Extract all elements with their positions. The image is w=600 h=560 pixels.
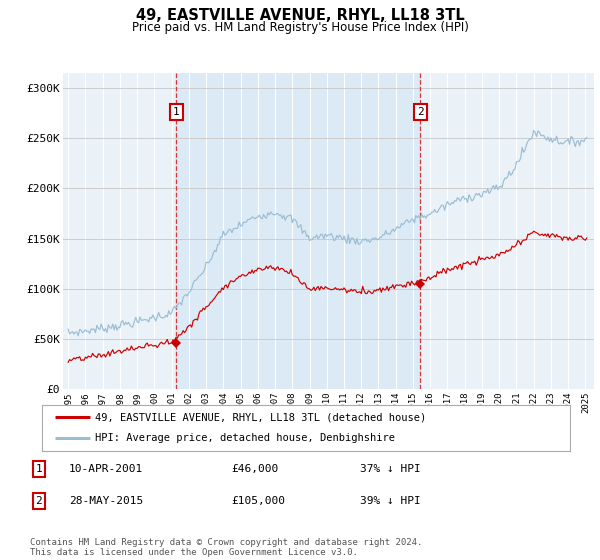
Text: Price paid vs. HM Land Registry's House Price Index (HPI): Price paid vs. HM Land Registry's House …: [131, 21, 469, 34]
Text: 39% ↓ HPI: 39% ↓ HPI: [360, 496, 421, 506]
Text: 49, EASTVILLE AVENUE, RHYL, LL18 3TL (detached house): 49, EASTVILLE AVENUE, RHYL, LL18 3TL (de…: [95, 412, 426, 422]
Text: 1: 1: [35, 464, 43, 474]
Text: 1: 1: [173, 107, 179, 117]
Text: 28-MAY-2015: 28-MAY-2015: [69, 496, 143, 506]
Text: 49, EASTVILLE AVENUE, RHYL, LL18 3TL: 49, EASTVILLE AVENUE, RHYL, LL18 3TL: [136, 8, 464, 24]
Text: 2: 2: [417, 107, 424, 117]
Text: HPI: Average price, detached house, Denbighshire: HPI: Average price, detached house, Denb…: [95, 433, 395, 444]
Text: 2: 2: [35, 496, 43, 506]
Text: 10-APR-2001: 10-APR-2001: [69, 464, 143, 474]
Bar: [176, 73, 420, 389]
Text: 37% ↓ HPI: 37% ↓ HPI: [360, 464, 421, 474]
Text: £46,000: £46,000: [231, 464, 278, 474]
Text: Contains HM Land Registry data © Crown copyright and database right 2024.
This d: Contains HM Land Registry data © Crown c…: [30, 538, 422, 557]
Text: £105,000: £105,000: [231, 496, 285, 506]
